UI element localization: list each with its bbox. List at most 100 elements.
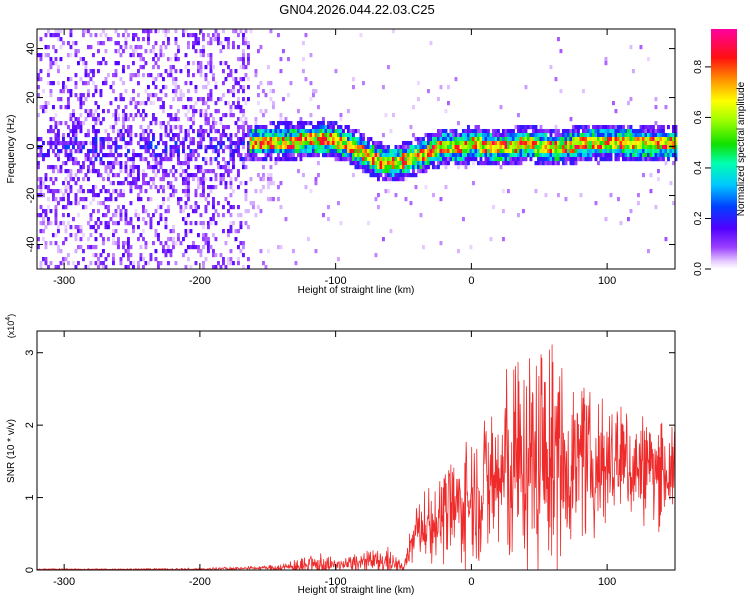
heatmap-cell	[312, 93, 315, 98]
heatmap-cell	[104, 197, 108, 202]
heatmap-cell	[132, 177, 135, 182]
heatmap-cell	[129, 77, 133, 82]
heatmap-cell	[617, 153, 620, 158]
heatmap-cell	[89, 217, 93, 222]
heatmap-cell	[247, 153, 250, 158]
heatmap-cell	[389, 169, 393, 174]
heatmap-cell	[649, 145, 653, 150]
heatmap-cell	[592, 153, 595, 158]
heatmap-cell	[387, 153, 390, 158]
heatmap-cell	[544, 161, 548, 166]
heatmap-cell	[312, 125, 315, 130]
heatmap-cell	[47, 189, 50, 194]
heatmap-cell	[234, 29, 238, 34]
heatmap-cell	[489, 161, 493, 166]
heatmap-cell	[209, 41, 213, 46]
heatmap-cell	[554, 77, 558, 82]
heatmap-cell	[314, 125, 318, 130]
heatmap-cell	[312, 141, 315, 146]
heatmap-cell	[107, 133, 110, 138]
heatmap-cell	[129, 129, 133, 134]
heatmap-cell	[87, 129, 90, 134]
heatmap-cell	[209, 61, 213, 66]
heatmap-cell	[399, 173, 403, 178]
heatmap-cell	[237, 129, 240, 134]
heatmap-cell	[222, 229, 225, 234]
heatmap-cell	[74, 85, 78, 90]
heatmap-cell	[397, 169, 400, 174]
heatmap-cell	[352, 77, 355, 82]
heatmap-cell	[237, 117, 240, 122]
heatmap-cell	[107, 137, 110, 142]
heatmap-cell	[464, 153, 468, 158]
heatmap-cell	[204, 77, 208, 82]
heatmap-cell	[182, 29, 185, 34]
heatmap-cell	[564, 157, 568, 162]
heatmap-cell	[59, 189, 63, 194]
heatmap-cell	[519, 125, 523, 130]
heatmap-cell	[54, 177, 58, 182]
heatmap-cell	[354, 153, 358, 158]
heatmap-cell	[134, 181, 138, 186]
heatmap-cell	[472, 133, 475, 138]
heatmap-cell	[292, 133, 295, 138]
heatmap-cell	[89, 161, 93, 166]
heatmap-cell	[284, 137, 288, 142]
heatmap-cell	[184, 29, 188, 34]
heatmap-cell	[99, 189, 103, 194]
heatmap-cell	[112, 253, 115, 258]
heatmap-cell	[532, 133, 535, 138]
heatmap-cell	[254, 189, 258, 194]
heatmap-cell	[517, 141, 520, 146]
heatmap-cell	[389, 129, 393, 134]
heatmap-cell	[482, 145, 485, 150]
heatmap-cell	[199, 61, 203, 66]
heatmap-cell	[209, 141, 213, 146]
heatmap-cell	[49, 241, 53, 246]
heatmap-cell	[582, 157, 585, 162]
heatmap-cell	[204, 169, 208, 174]
heatmap-cell	[507, 133, 510, 138]
heatmap-cell	[124, 209, 128, 214]
heatmap-cell	[447, 161, 450, 166]
heatmap-cell	[144, 189, 148, 194]
heatmap-cell	[567, 129, 570, 134]
heatmap-cell	[557, 37, 560, 42]
heatmap-cell	[269, 153, 273, 158]
heatmap-cell	[57, 229, 60, 234]
heatmap-cell	[427, 153, 430, 158]
heatmap-cell	[552, 149, 555, 154]
heatmap-cell	[404, 149, 408, 154]
heatmap-cell	[187, 165, 190, 170]
heatmap-cell	[74, 125, 78, 130]
heatmap-cell	[189, 265, 193, 270]
heatmap-cell	[569, 117, 573, 122]
heatmap-cell	[507, 161, 510, 166]
heatmap-cell	[479, 153, 483, 158]
heatmap-cell	[662, 149, 665, 154]
heatmap-cell	[354, 149, 358, 154]
heatmap-cell	[637, 149, 640, 154]
heatmap-cell	[157, 57, 160, 62]
heatmap-cell	[654, 149, 658, 154]
heatmap-cell	[314, 129, 318, 134]
heatmap-cell	[244, 181, 248, 186]
heatmap-cell	[259, 149, 263, 154]
heatmap-cell	[94, 85, 98, 90]
heatmap-cell	[149, 145, 153, 150]
heatmap-cell	[402, 165, 405, 170]
heatmap-cell	[69, 169, 73, 174]
heatmap-cell	[262, 145, 265, 150]
heatmap-cell	[322, 121, 325, 126]
heatmap-cell	[124, 213, 128, 218]
heatmap-cell	[44, 261, 48, 266]
heatmap-cell	[394, 145, 398, 150]
heatmap-cell	[254, 125, 258, 130]
heatmap-cell	[312, 129, 315, 134]
heatmap-cell	[627, 129, 630, 134]
heatmap-cell	[462, 149, 465, 154]
heatmap-cell	[122, 121, 125, 126]
heatmap-cell	[367, 157, 370, 162]
heatmap-cell	[639, 45, 643, 50]
heatmap-cell	[337, 153, 340, 158]
